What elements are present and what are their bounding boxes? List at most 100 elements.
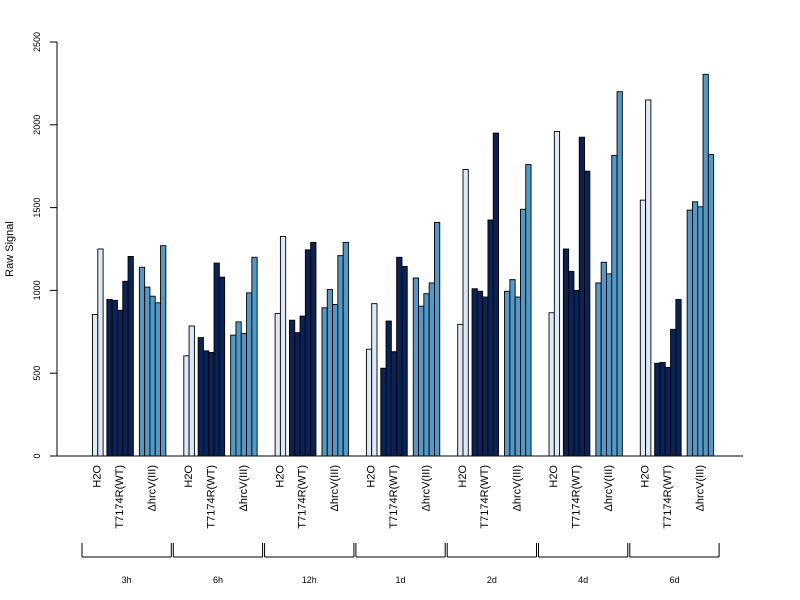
bar	[294, 332, 301, 457]
group-label: H2O	[92, 465, 104, 488]
bar	[337, 255, 344, 457]
bar	[462, 169, 469, 457]
group-label: H2O	[457, 465, 469, 488]
bar	[188, 325, 195, 457]
bar	[235, 321, 242, 457]
bar	[645, 99, 652, 457]
group-label: ΔhrcV(III)	[329, 465, 341, 511]
group-label: T7174R(WT)	[571, 465, 583, 529]
bar	[279, 236, 287, 457]
bar	[92, 313, 99, 457]
bar	[321, 307, 328, 457]
bar	[230, 334, 237, 457]
bar	[380, 367, 387, 457]
group-label: H2O	[640, 465, 652, 488]
bar	[606, 273, 613, 457]
group-label: T7174R(WT)	[662, 465, 674, 529]
bar	[697, 206, 704, 457]
bar	[371, 303, 378, 457]
timepoint-label: 4d	[578, 575, 588, 585]
bar	[573, 289, 580, 457]
timepoint-label: 1d	[396, 575, 406, 585]
bar	[509, 279, 516, 457]
bar	[144, 286, 151, 457]
bar	[434, 222, 441, 457]
group-label: ΔhrcV(III)	[694, 465, 706, 511]
bar	[160, 245, 167, 457]
bar	[457, 323, 464, 457]
bar	[202, 350, 210, 457]
bar	[664, 366, 672, 457]
bar	[412, 277, 420, 457]
group-label: T7174R(WT)	[297, 465, 309, 529]
group-label: ΔhrcV(III)	[603, 465, 615, 511]
bar	[670, 328, 677, 457]
bar	[595, 282, 602, 457]
bar	[487, 219, 494, 457]
y-tick-label: 2000	[32, 115, 42, 135]
timepoint-label: 3h	[122, 575, 132, 585]
y-tick-label: 2500	[32, 32, 42, 52]
bar	[149, 295, 156, 457]
bar	[251, 256, 258, 457]
bar	[218, 276, 226, 457]
group-label: T7174R(WT)	[205, 465, 217, 529]
timepoint-label: 6h	[213, 575, 223, 585]
group-label: T7174R(WT)	[388, 465, 400, 529]
bar	[639, 199, 647, 457]
bar	[401, 265, 408, 457]
bar	[654, 362, 661, 457]
bar	[707, 154, 715, 457]
bar	[476, 290, 484, 457]
bar	[584, 170, 591, 457]
bar	[183, 355, 190, 457]
bar	[116, 309, 124, 457]
bar	[568, 270, 575, 457]
bar	[326, 289, 334, 457]
bar	[274, 313, 281, 457]
bar	[578, 136, 586, 457]
bar	[702, 73, 709, 457]
bar	[106, 299, 113, 457]
bar	[611, 154, 618, 457]
y-axis-title: Raw Signal	[4, 221, 16, 277]
group-label: T7174R(WT)	[114, 465, 126, 529]
y-tick-label: 1500	[32, 198, 42, 218]
bar	[504, 290, 511, 457]
bar	[675, 299, 682, 457]
group-label: ΔhrcV(III)	[512, 465, 524, 511]
timepoint-label: 2d	[487, 575, 497, 585]
bar	[365, 348, 373, 457]
bar	[553, 130, 561, 457]
bar	[154, 302, 162, 457]
bar	[482, 296, 489, 457]
bar	[600, 261, 607, 457]
group-label: T7174R(WT)	[479, 465, 491, 529]
bar	[111, 299, 118, 457]
bar	[332, 304, 339, 457]
bar	[520, 208, 527, 457]
bar	[310, 241, 317, 457]
bar	[418, 305, 425, 457]
bar	[208, 352, 215, 457]
bar	[659, 361, 666, 457]
group-label: ΔhrcV(III)	[147, 465, 159, 511]
bar	[525, 164, 532, 457]
timepoint-label: 6d	[669, 575, 679, 585]
bar	[385, 320, 392, 457]
bar	[213, 262, 220, 457]
x-labels: H2O T7174R(WT) ΔhrcV(III) 3h H2O T7174R(WT) Δh…	[81, 465, 720, 585]
bar	[428, 282, 435, 457]
bar	[686, 209, 693, 457]
bar	[122, 280, 129, 457]
bar	[692, 201, 699, 457]
bar	[396, 256, 403, 457]
bar	[246, 292, 253, 457]
bar	[471, 288, 478, 457]
bar	[616, 91, 623, 457]
y-tick-label: 500	[32, 366, 42, 381]
bar	[240, 333, 248, 457]
timepoint-label: 12h	[302, 575, 317, 585]
group-label: H2O	[183, 465, 195, 488]
